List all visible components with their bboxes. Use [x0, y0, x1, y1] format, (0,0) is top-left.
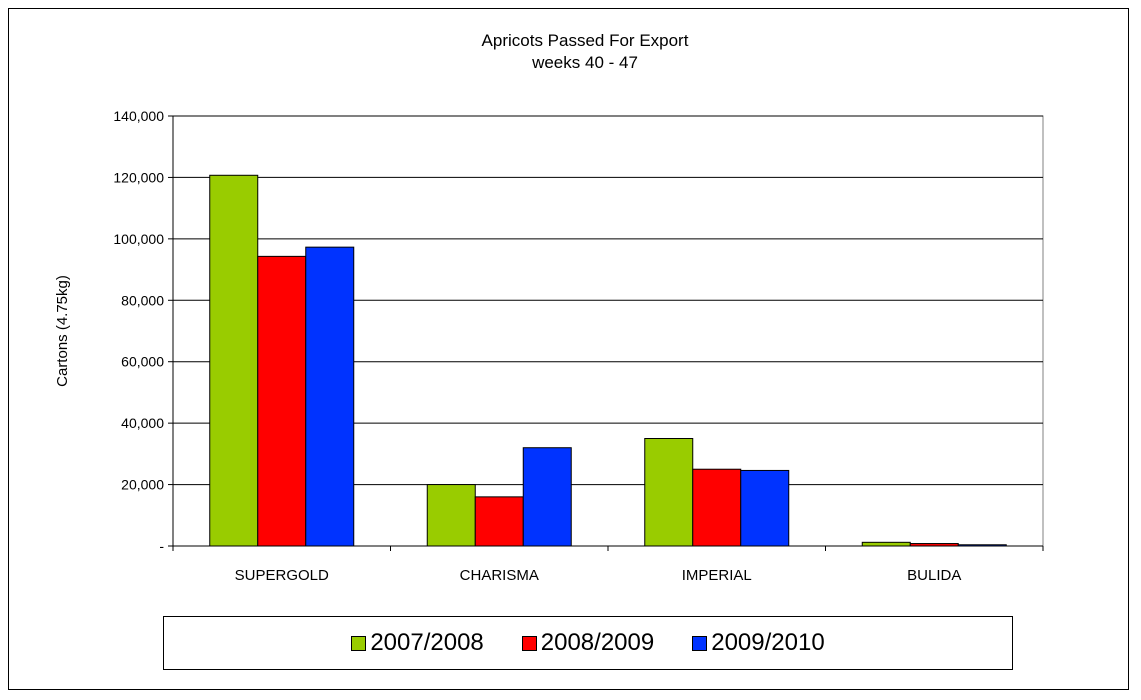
bar	[644, 438, 694, 547]
bar	[957, 544, 1007, 547]
bar	[740, 469, 790, 547]
y-tick-label: 140,000	[113, 108, 164, 124]
chart-subtitle: weeks 40 - 47	[531, 53, 638, 72]
y-tick-label: -	[159, 538, 164, 554]
x-tick-label: SUPERGOLD	[235, 567, 329, 584]
plot-area: - 20,000 40,000 60,000 80,000 100,000 120,000 1…	[113, 108, 1044, 584]
y-axis-label: Cartons (4.75kg)	[54, 275, 71, 387]
legend-label: 2008/2009	[540, 629, 655, 656]
y-tick-label: 60,000	[121, 354, 164, 370]
y-tick-label: 80,000	[121, 292, 164, 308]
x-tick-label: BULIDA	[907, 567, 961, 584]
bar	[861, 541, 911, 547]
legend-label: 2009/2010	[711, 629, 825, 656]
x-tick-label: IMPERIAL	[682, 567, 752, 584]
chart-frame	[8, 8, 1129, 690]
bar	[909, 543, 959, 547]
y-tick-label: 20,000	[121, 477, 164, 493]
y-tick-label: 40,000	[121, 415, 164, 431]
bar	[522, 447, 572, 547]
y-tick-label: 100,000	[113, 231, 164, 247]
y-tick-label: 120,000	[113, 169, 164, 185]
chart-title: Apricots Passed For Export	[482, 31, 689, 50]
bar	[474, 496, 524, 547]
legend-item: 2008/2009	[521, 629, 655, 657]
bar	[692, 468, 742, 547]
bar	[257, 255, 307, 547]
x-tick-label: CHARISMA	[460, 567, 539, 584]
bar	[209, 174, 259, 547]
legend-swatch	[351, 635, 367, 651]
legend-label: 2007/2008	[370, 629, 484, 656]
legend-swatch	[521, 635, 537, 651]
legend-item: 2009/2010	[692, 629, 825, 657]
bar	[305, 246, 355, 547]
legend-swatch	[692, 635, 708, 651]
legend-item: 2007/2008	[351, 629, 484, 657]
bar	[426, 484, 476, 547]
legend: 2007/2008 2008/2009 2009/2010	[163, 616, 1013, 670]
